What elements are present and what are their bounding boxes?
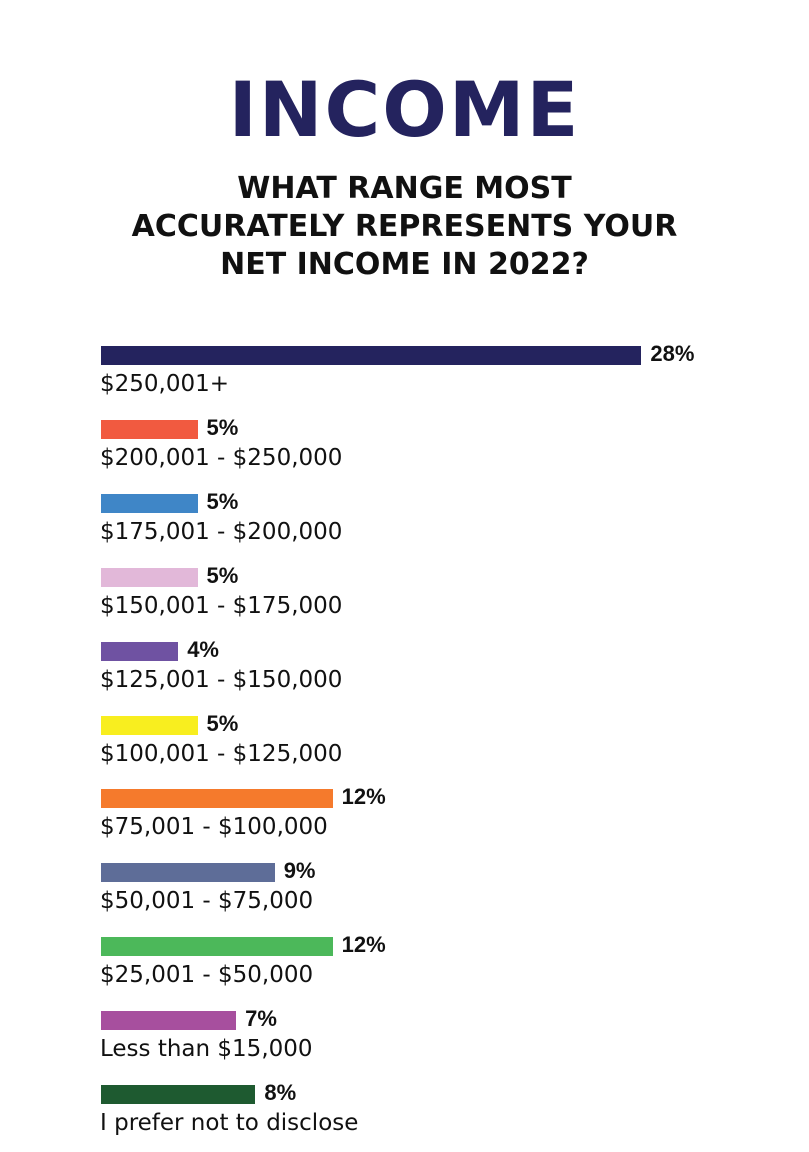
- bar-4: [101, 641, 179, 661]
- subtitle-line-3: NET INCOME IN 2022?: [220, 247, 589, 282]
- category-label-6: $75,001 - $100,000: [100, 814, 328, 841]
- bar-6: [101, 789, 333, 809]
- bar-3: [101, 567, 198, 587]
- bar-10: [101, 1085, 256, 1104]
- value-label-3: 5%: [206, 562, 239, 588]
- value-label-5: 5%: [206, 710, 239, 736]
- chart-subtitle: WHAT RANGE MOST ACCURATELY REPRESENTS YO…: [0, 170, 809, 284]
- subtitle-line-2: ACCURATELY REPRESENTS YOUR: [131, 209, 678, 244]
- bar-1: [101, 419, 198, 439]
- bar-0: [101, 346, 642, 365]
- category-label-10: I prefer not to disclose: [100, 1110, 359, 1136]
- value-label-6: 12%: [341, 784, 386, 810]
- bar-2: [101, 493, 198, 513]
- value-label-2: 5%: [206, 488, 239, 514]
- category-label-9: Less than $15,000: [100, 1036, 313, 1063]
- bar-9: [101, 1011, 237, 1031]
- subtitle-line-1: WHAT RANGE MOST: [237, 171, 572, 206]
- value-label-4: 4%: [187, 636, 219, 662]
- value-label-0: 28%: [650, 341, 695, 366]
- category-label-3: $150,001 - $175,000: [100, 592, 343, 619]
- value-label-1: 5%: [206, 414, 239, 440]
- bar-5: [101, 715, 198, 735]
- category-label-5: $100,001 - $125,000: [100, 740, 343, 767]
- category-label-7: $50,001 - $75,000: [100, 888, 314, 915]
- value-label-7: 9%: [283, 858, 316, 884]
- value-label-9: 7%: [245, 1006, 277, 1032]
- category-label-8: $25,001 - $50,000: [100, 962, 314, 989]
- category-label-4: $125,001 - $150,000: [100, 666, 343, 693]
- category-label-0: $250,001+: [100, 371, 230, 397]
- bar-7: [101, 863, 275, 883]
- value-label-8: 12%: [341, 932, 386, 958]
- category-label-2: $175,001 - $200,000: [100, 518, 343, 545]
- chart-title: INCOME: [228, 65, 581, 154]
- category-label-1: $200,001 - $250,000: [100, 444, 343, 471]
- bar-8: [101, 937, 333, 957]
- value-label-10: 8%: [264, 1080, 297, 1105]
